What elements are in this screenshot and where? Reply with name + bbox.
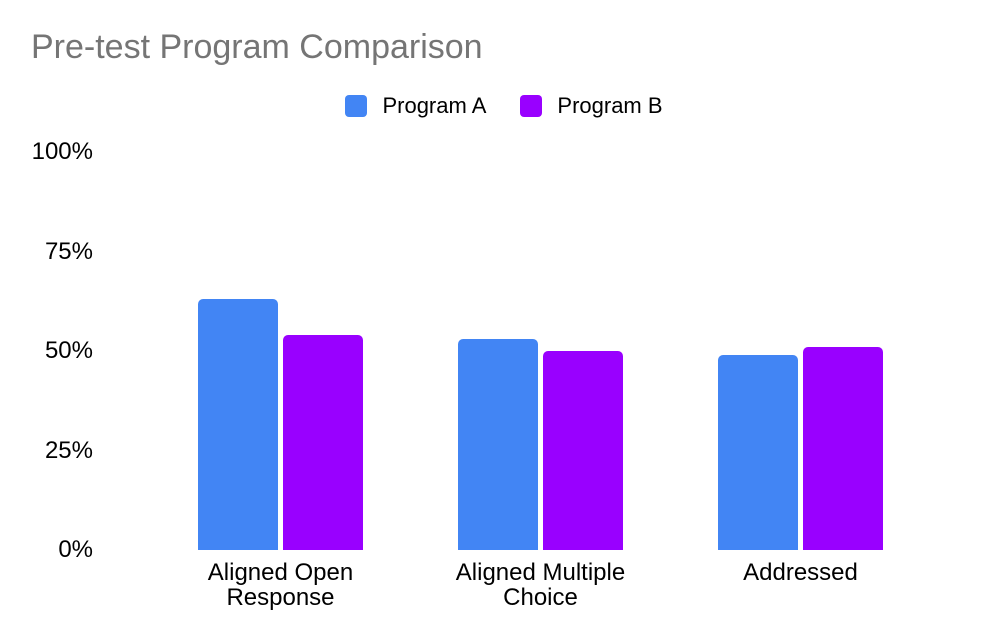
y-tick-25: 25%: [44, 436, 93, 464]
x-label-aligned-open-response: Aligned Open Response: [207, 559, 354, 611]
legend-item-program-b: Program B: [520, 93, 663, 119]
y-tick-0: 0%: [58, 536, 93, 563]
legend-label-program-a: Program A: [382, 93, 487, 118]
bar-program-a-aligned-multiple-choice: [458, 339, 538, 550]
legend-swatch-program-b: [520, 95, 543, 117]
legend-label-program-b: Program B: [557, 93, 663, 118]
legend-item-program-a: Program A: [345, 93, 486, 119]
bar-program-b-aligned-multiple-choice: [543, 351, 623, 550]
bar-program-b-addressed: [803, 347, 883, 550]
bar-program-b-aligned-open-response: [283, 335, 363, 550]
y-tick-100: 100%: [31, 138, 93, 165]
y-tick-75: 75%: [44, 237, 93, 265]
y-tick-50: 50%: [44, 337, 93, 364]
bar-program-a-aligned-open-response: [198, 299, 278, 550]
legend-swatch-program-a: [345, 95, 368, 117]
chart-title: Pre-test Program Comparison: [31, 28, 483, 66]
x-label-addressed: Addressed: [743, 559, 858, 586]
x-label-aligned-multiple-choice: Aligned Multiple Choice: [455, 559, 626, 611]
bar-program-a-addressed: [718, 355, 798, 550]
legend: Program A Program B: [0, 93, 1008, 119]
